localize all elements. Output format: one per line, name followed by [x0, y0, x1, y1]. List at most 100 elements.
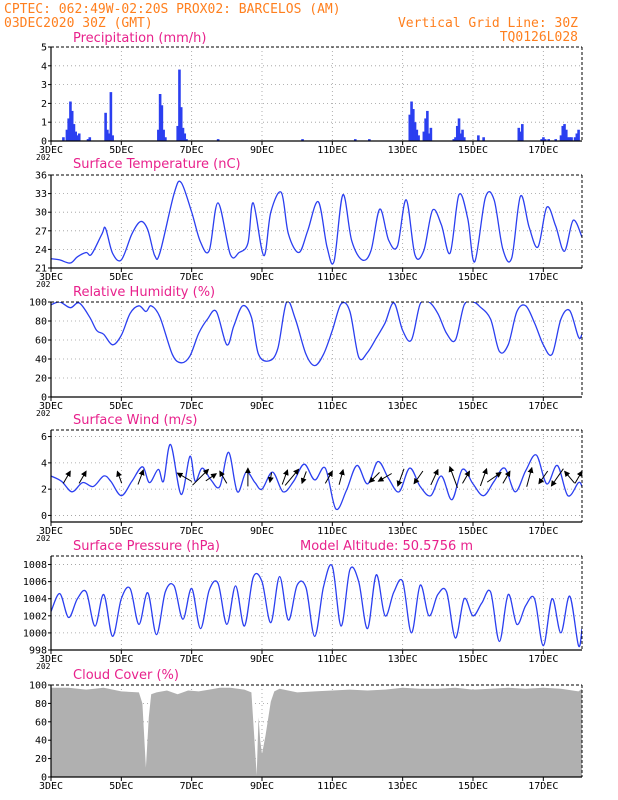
precip-bar: [521, 124, 524, 141]
x-tick-label: 7DEC: [180, 654, 204, 665]
x-tick-label: 17DEC: [528, 654, 558, 665]
precip-bar: [413, 122, 417, 141]
precip-bar: [577, 129, 580, 141]
precip-bar: [162, 129, 165, 141]
y-tick-label: 5: [41, 43, 47, 54]
x-year-label: 202: [36, 662, 51, 671]
precip-bar: [408, 114, 412, 141]
precip-bar: [455, 125, 459, 141]
cloud-cover-series: [51, 687, 582, 777]
precip-bar: [559, 135, 563, 141]
x-tick-label: 13DEC: [388, 526, 418, 537]
precip-bar: [69, 101, 72, 141]
precip-bar: [429, 127, 433, 141]
x-tick-label: 11DEC: [317, 401, 347, 412]
y-tick-label: 2: [41, 485, 47, 496]
wind-arrow: [338, 468, 345, 485]
relative-humidity-line: [51, 302, 582, 367]
x-tick-label: 5DEC: [109, 272, 133, 283]
surface-wind-panel: Surface Wind (m/s) 0 2 4 6 3DEC 5DEC 7DEC 9DEC 11…: [36, 413, 583, 543]
surface-temperature-line: [51, 180, 582, 265]
precip-bar: [88, 137, 92, 141]
x-tick-label: 11DEC: [317, 526, 347, 537]
relative-humidity-series: [51, 302, 582, 367]
y-tick-label: 27: [35, 226, 47, 237]
x-tick-label: 11DEC: [317, 781, 347, 792]
header-location: CPTEC: 062:49W-02:20S PROX02: BARCELOS (…: [4, 2, 341, 17]
precip-bar: [65, 129, 69, 141]
precip-bar: [566, 137, 570, 141]
wind-arrow: [281, 469, 289, 485]
wind-arrow: [62, 470, 71, 484]
wind-arrow: [396, 468, 405, 487]
x-year-label: 202: [36, 534, 51, 543]
x-tick-label: 7DEC: [180, 145, 204, 156]
header-model-code: TQ0126L028: [500, 30, 578, 45]
wind-arrow: [205, 473, 218, 482]
y-tick-label: 4: [41, 458, 47, 469]
precip-bar: [482, 137, 485, 141]
surface-wind-title: Surface Wind (m/s): [73, 413, 197, 428]
y-tick-label: 6: [41, 432, 47, 443]
wind-arrow: [462, 470, 471, 484]
precipitation-title: Precipitation (mm/h): [73, 31, 206, 46]
x-tick-label: 3DEC: [39, 654, 63, 665]
x-tick-label: 11DEC: [317, 654, 347, 665]
wind-arrow: [137, 469, 145, 485]
x-tick-label: 7DEC: [180, 526, 204, 537]
precip-bar: [183, 133, 187, 141]
y-tick-label: 80: [35, 699, 47, 710]
wind-arrow: [550, 468, 564, 487]
precipitation-series: [62, 69, 580, 141]
y-tick-label: 40: [35, 355, 47, 366]
precip-bar: [216, 139, 220, 141]
y-tick-label: 80: [35, 317, 47, 328]
wind-arrow: [502, 470, 511, 484]
precipitation-panel: Precipitation (mm/h) 0 1 2 3 4 5 3DEC 5DEC 7DEC 9D…: [36, 31, 583, 162]
y-tick-label: 0: [41, 393, 47, 404]
x-tick-label: 9DEC: [250, 526, 274, 537]
wind-arrow: [526, 466, 534, 487]
wind-arrow: [192, 468, 210, 486]
relative-humidity-title: Relative Humidity (%): [73, 285, 215, 300]
y-tick-label: 21: [35, 264, 47, 275]
surface-temperature-series: [51, 180, 582, 265]
y-tick-label: 60: [35, 336, 47, 347]
x-tick-label: 15DEC: [458, 781, 488, 792]
wind-arrow: [368, 472, 380, 484]
precip-bar: [179, 107, 183, 141]
precip-bar: [461, 129, 464, 141]
x-tick-label: 15DEC: [458, 272, 488, 283]
x-tick-label: 5DEC: [109, 401, 133, 412]
precip-bar: [76, 135, 79, 141]
precip-bar: [164, 137, 167, 141]
x-tick-label: 3DEC: [39, 401, 63, 412]
y-tick-label: 20: [35, 374, 47, 385]
y-tick-label: 33: [35, 189, 47, 200]
x-tick-label: 5DEC: [109, 145, 133, 156]
x-tick-label: 15DEC: [458, 401, 488, 412]
precip-bar: [427, 133, 431, 141]
wind-arrow: [267, 472, 274, 484]
x-tick-label: 3DEC: [39, 781, 63, 792]
wind-arrow: [448, 465, 458, 488]
x-tick-label: 13DEC: [388, 272, 418, 283]
cloud-cover-area: [51, 687, 582, 777]
precip-bar: [86, 139, 90, 141]
x-tick-label: 3DEC: [39, 145, 63, 156]
precip-bar: [477, 135, 480, 141]
cloud-cover-panel: Cloud Cover (%) 0 20 40 60 80 100 3DEC 5DEC 7DEC 9…: [29, 668, 583, 792]
x-tick-label: 15DEC: [458, 654, 488, 665]
y-tick-label: 0: [41, 137, 47, 148]
wind-arrow: [116, 470, 123, 484]
precip-bar: [517, 127, 521, 141]
precip-bar: [424, 118, 427, 141]
precip-bar: [462, 137, 466, 141]
precip-bar: [410, 101, 413, 141]
y-tick-label: 40: [35, 736, 47, 747]
header-date: 03DEC2020 30Z (GMT): [4, 16, 153, 31]
precip-bar: [543, 139, 547, 141]
precip-bar: [570, 137, 573, 141]
precip-bar: [178, 69, 181, 141]
precip-bar: [568, 137, 572, 141]
